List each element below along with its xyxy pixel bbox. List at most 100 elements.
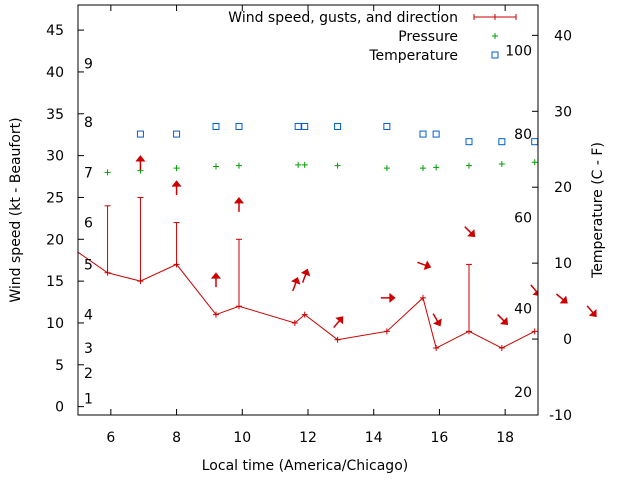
wind-speed-point — [213, 311, 219, 318]
wind-direction-arrow — [586, 305, 597, 318]
wind-direction-arrow — [432, 313, 442, 327]
legend-swatch-marks — [473, 14, 517, 20]
wind-speed-point — [498, 345, 505, 352]
wind-speed-point — [68, 245, 74, 251]
pressure-point — [334, 162, 341, 169]
y2-tick-label: 40 — [554, 28, 572, 44]
beaufort-label: 7 — [84, 165, 93, 181]
pressure-point — [295, 161, 302, 168]
beaufort-label: 3 — [84, 341, 93, 357]
pressure-point — [173, 165, 180, 172]
fahrenheit-label: 60 — [514, 211, 532, 227]
pressure-point — [433, 164, 440, 171]
beaufort-label: 6 — [84, 216, 93, 232]
wind-arrow-head — [588, 309, 597, 318]
temperature-point — [419, 130, 427, 138]
plot-area — [68, 122, 538, 352]
legend-label: Pressure — [398, 29, 458, 45]
wind-arrow-head — [559, 295, 568, 304]
wind-speed-point — [334, 336, 341, 343]
pressure-point — [104, 169, 111, 176]
wind-arrow-head — [210, 272, 222, 279]
pressure-point — [301, 161, 308, 168]
temperature-point — [173, 130, 181, 138]
wind-speed-point — [383, 328, 390, 335]
x-tick-label: 16 — [431, 430, 449, 446]
y2-axis-title: Temperature (C - F) — [590, 142, 606, 279]
wind-direction-arrow — [464, 226, 476, 238]
wind-arrow-head — [171, 180, 182, 187]
legend-swatch-plus — [492, 33, 498, 39]
wind-speed-point — [291, 319, 298, 326]
wind-arrow-head — [335, 316, 344, 325]
beaufort-label: 9 — [84, 57, 93, 73]
y2-tick-label: 10 — [554, 256, 572, 272]
wind-arrow-head — [500, 316, 509, 325]
wind-speed-point — [531, 328, 538, 335]
temperature-point — [235, 122, 243, 130]
wind-speed-point — [433, 345, 440, 352]
wind-direction-arrow — [233, 197, 245, 212]
temperature-point — [294, 122, 302, 130]
x-tick-label: 12 — [299, 430, 317, 446]
temperature-point — [531, 138, 538, 146]
wind-arrow-head — [233, 197, 245, 204]
temperature-point — [212, 122, 220, 130]
temperature-point — [334, 122, 342, 130]
temperature-point — [432, 130, 440, 138]
wind-arrow-head — [433, 318, 442, 327]
temperature-point — [301, 122, 309, 130]
x-tick-label: 18 — [496, 430, 514, 446]
y2-tick-label: -10 — [549, 408, 572, 424]
wind-arrow-head — [300, 268, 311, 277]
legend-label: Wind speed, gusts, and direction — [228, 10, 458, 26]
pressure-point — [498, 160, 505, 167]
plot-frame — [77, 4, 539, 416]
x-tick-label: 14 — [365, 430, 383, 446]
beaufort-label: 8 — [84, 115, 93, 131]
fahrenheit-label: 40 — [514, 302, 532, 318]
wind-direction-arrow — [300, 268, 311, 283]
y-tick-label: 5 — [55, 358, 64, 374]
y-tick-label: 45 — [46, 23, 64, 39]
x-tick-label: 10 — [233, 430, 251, 446]
wind-arrow-head — [135, 155, 146, 162]
x-tick-label: 6 — [106, 430, 115, 446]
y-axis-title: Wind speed (kt - Beaufort) — [8, 117, 24, 302]
pressure-point — [236, 162, 242, 169]
y-tick-label: 20 — [46, 232, 64, 248]
fahrenheit-label: 20 — [514, 385, 532, 401]
temperature-point — [136, 130, 144, 138]
fahrenheit-label: 80 — [514, 127, 532, 143]
beaufort-label: 5 — [84, 257, 93, 273]
pressure-point — [213, 163, 219, 170]
y-tick-label: 40 — [46, 65, 64, 81]
pressure-point — [466, 162, 472, 169]
temperature-point — [383, 122, 391, 130]
wind-arrow-head — [290, 277, 301, 285]
wind-speed-point — [301, 311, 308, 318]
y2-tick-label: 30 — [554, 104, 572, 120]
fahrenheit-label: 100 — [505, 44, 532, 60]
y-tick-label: 25 — [46, 190, 64, 206]
wind-direction-arrow — [135, 155, 146, 170]
legend-label: Temperature — [368, 48, 458, 64]
pressure-point — [383, 165, 390, 172]
y2-tick-label: 20 — [554, 180, 572, 196]
wind-direction-arrow — [417, 260, 432, 270]
beaufort-label: 1 — [84, 391, 93, 407]
wind-speed-point — [420, 294, 426, 301]
legend-swatch-square — [491, 51, 499, 59]
wind-direction-arrow — [171, 180, 182, 196]
y-tick-label: 0 — [55, 400, 64, 416]
y2-tick-label: 0 — [563, 332, 572, 348]
beaufort-label: 4 — [84, 308, 93, 324]
wind-arrow-head — [389, 292, 396, 303]
y-tick-label: 30 — [46, 149, 64, 165]
pressure-point — [420, 165, 426, 172]
temperature-point — [498, 138, 506, 146]
wind-arrow-head — [532, 288, 538, 297]
beaufort-label: 2 — [84, 366, 93, 382]
